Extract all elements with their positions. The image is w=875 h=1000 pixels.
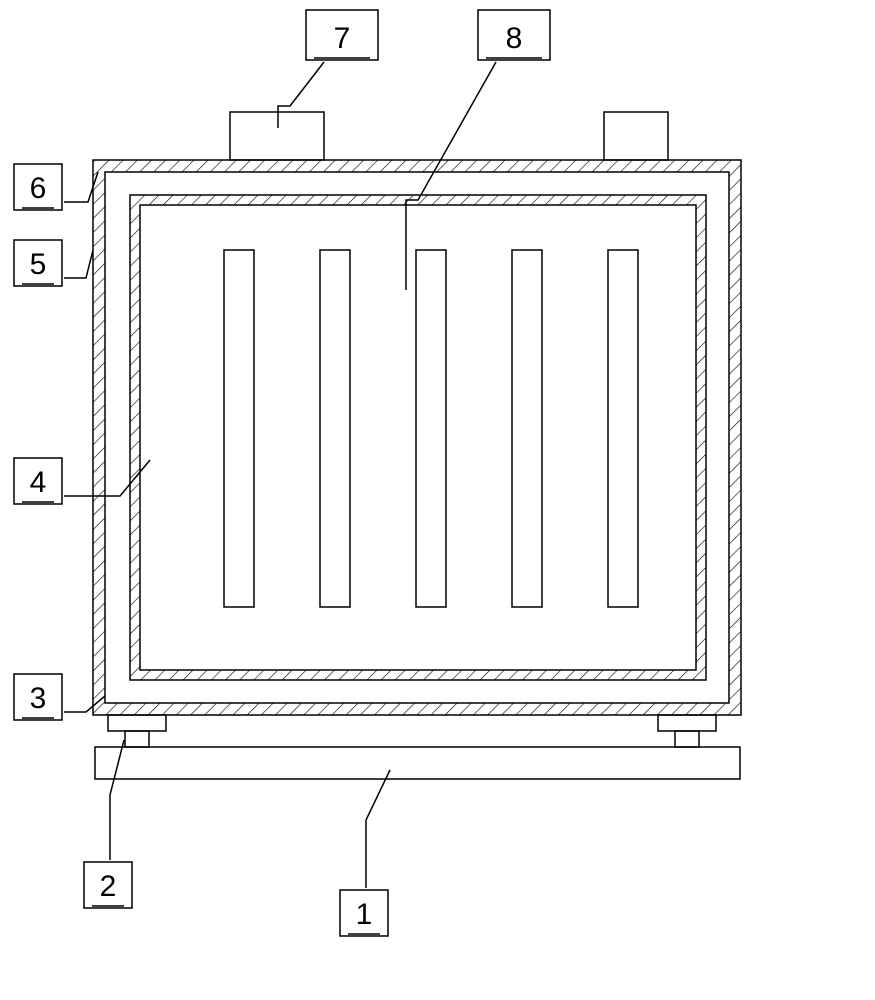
svg-text:5: 5 [30,248,47,281]
svg-text:4: 4 [30,466,47,499]
svg-text:6: 6 [30,172,47,205]
svg-text:3: 3 [30,682,47,715]
svg-text:7: 7 [334,22,351,55]
svg-text:1: 1 [356,898,373,931]
svg-text:2: 2 [100,870,117,903]
svg-text:8: 8 [506,22,523,55]
